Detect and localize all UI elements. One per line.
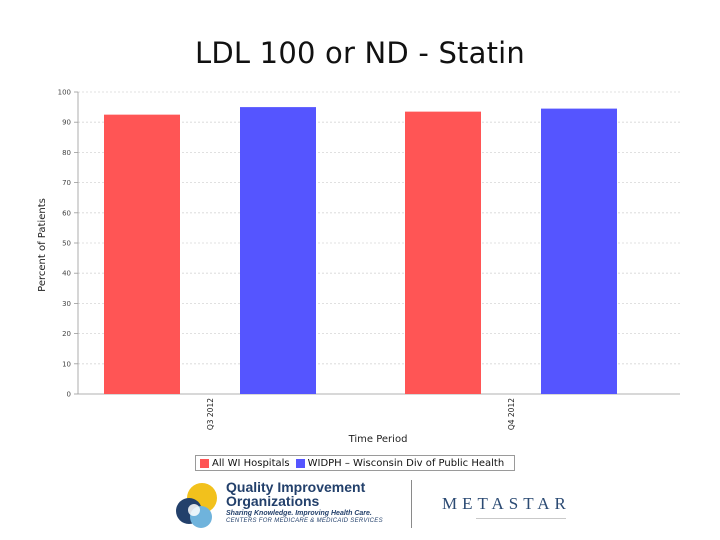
bar-2-q3-2012 bbox=[240, 107, 316, 394]
legend-label-series-2: WIDPH – Wisconsin Div of Public Health bbox=[307, 457, 505, 469]
y-tick-label-100: 100 bbox=[58, 89, 71, 97]
y-tick-label-20: 20 bbox=[62, 330, 71, 338]
footer-logos: Quality Improvement Organizations Sharin… bbox=[170, 476, 590, 534]
y-tick-label-50: 50 bbox=[62, 240, 71, 248]
qio-cms: CENTERS FOR MEDICARE & MEDICAID SERVICES bbox=[226, 518, 383, 524]
legend-swatch-series-2 bbox=[295, 458, 305, 468]
footer-divider bbox=[411, 480, 412, 528]
y-tick-label-90: 90 bbox=[62, 119, 71, 127]
legend: All WI Hospitals WIDPH – Wisconsin Div o… bbox=[195, 455, 515, 471]
legend-swatch-series-1 bbox=[200, 458, 209, 468]
y-axis-title: Percent of Patients bbox=[37, 198, 48, 292]
bar-1-q4-2012 bbox=[405, 111, 481, 394]
y-tick-label-60: 60 bbox=[62, 209, 71, 217]
x-tick-label-q4-2012: Q4 2012 bbox=[507, 398, 516, 430]
x-tick-label-q3-2012: Q3 2012 bbox=[206, 398, 215, 430]
bar-2-q4-2012 bbox=[541, 108, 617, 395]
y-tick-label-70: 70 bbox=[62, 179, 71, 187]
qio-name-line2: Organizations bbox=[226, 493, 320, 509]
bars bbox=[104, 107, 617, 395]
qio-wordmark: Quality Improvement Organizations Sharin… bbox=[226, 480, 383, 524]
qio-name-line1: Quality Improvement bbox=[226, 479, 366, 495]
metastar-logo: METASTAR bbox=[442, 494, 571, 513]
legend-item-series-2[interactable]: WIDPH – Wisconsin Div of Public Health bbox=[295, 457, 505, 469]
x-axis-title: Time Period bbox=[348, 434, 408, 445]
y-tick-label-40: 40 bbox=[62, 270, 71, 278]
labels: 0 10 20 30 40 50 60 70 80 90 100 Q3 2012 Q4 2012 Time… bbox=[37, 89, 516, 446]
y-tick-label-10: 10 bbox=[62, 360, 71, 368]
qio-logo-icon bbox=[176, 483, 217, 528]
y-tick-label-80: 80 bbox=[62, 149, 71, 157]
legend-item-series-1[interactable]: All WI Hospitals bbox=[200, 458, 290, 469]
y-tick-label-0: 0 bbox=[67, 391, 71, 399]
y-tick-label-30: 30 bbox=[62, 300, 71, 308]
metastar-underline bbox=[476, 518, 566, 519]
qio-tagline: Sharing Knowledge. Improving Health Care… bbox=[226, 510, 372, 517]
legend-label-series-1: All WI Hospitals bbox=[212, 457, 290, 469]
bar-1-q3-2012 bbox=[104, 114, 180, 395]
bar-chart: 0 10 20 30 40 50 60 70 80 90 100 Q3 2012 Q4 2012 Time… bbox=[37, 89, 680, 446]
slide-title: LDL 100 or ND - Statin bbox=[195, 36, 525, 70]
